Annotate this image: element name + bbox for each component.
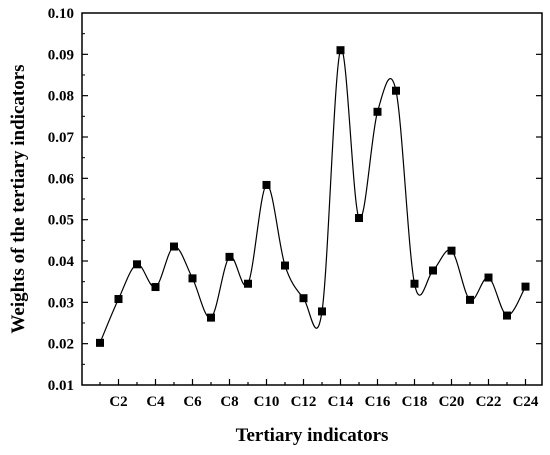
data-point-marker	[392, 86, 400, 95]
data-point-marker	[447, 246, 456, 255]
data-point-marker	[262, 180, 271, 189]
data-point-marker	[429, 266, 437, 275]
x-tick-label: C8	[220, 394, 238, 410]
data-point-marker	[299, 294, 308, 303]
y-tick-label: 0.08	[48, 89, 74, 105]
y-tick-label: 0.03	[48, 295, 74, 311]
x-axis-title: Tertiary indicators	[236, 425, 389, 446]
y-tick-label: 0.04	[48, 254, 75, 270]
plot-frame	[81, 12, 543, 386]
data-point-marker	[466, 295, 474, 304]
data-point-marker	[503, 311, 511, 320]
x-tick-label: C20	[439, 394, 465, 410]
data-point-marker	[373, 107, 382, 116]
data-point-marker	[96, 338, 104, 347]
y-tick-label: 0.01	[48, 378, 74, 394]
x-tick-label: C4	[146, 394, 165, 410]
data-point-marker	[151, 283, 160, 292]
x-tick-label: C22	[476, 394, 502, 410]
x-tick-label: C6	[183, 394, 202, 410]
y-axis-title: Weights of the tertiary indicators	[8, 64, 29, 333]
series-markers	[96, 46, 530, 347]
data-point-marker	[133, 260, 141, 269]
x-tick-label: C16	[365, 394, 391, 410]
data-point-marker	[244, 279, 252, 288]
data-point-marker	[114, 295, 123, 304]
x-tick-label: C10	[254, 394, 280, 410]
x-axis-ticks: C2 C4 C6 C8 C10 C12 C14 C16 C18 C20 C22 C24	[99, 379, 539, 410]
data-point-marker	[188, 274, 197, 283]
data-point-marker	[225, 252, 234, 261]
data-point-marker	[281, 261, 289, 270]
data-point-marker	[355, 214, 363, 223]
x-tick-label: C2	[109, 394, 127, 410]
x-tick-label: C14	[328, 394, 354, 410]
data-point-marker	[318, 307, 326, 316]
x-tick-label: C12	[291, 394, 317, 410]
x-tick-label: C18	[402, 394, 428, 410]
y-tick-label: 0.05	[48, 213, 74, 229]
series-line	[99, 48, 527, 344]
y-tick-label: 0.06	[48, 171, 75, 187]
y-axis-ticks: 0.01 0.02 0.03 0.04 0.05 0.06 0.07 0.08 0.09 0.10	[48, 6, 542, 394]
y-tick-label: 0.10	[48, 6, 74, 22]
x-tick-label: C24	[513, 394, 539, 410]
data-point-marker	[336, 46, 345, 55]
data-point-marker	[170, 242, 178, 251]
y-tick-label: 0.02	[48, 337, 74, 353]
y-tick-label: 0.07	[48, 130, 75, 146]
data-point-marker	[521, 282, 530, 291]
y-tick-label: 0.09	[48, 47, 74, 63]
data-point-marker	[484, 273, 493, 282]
data-point-marker	[207, 313, 215, 322]
data-point-marker	[410, 279, 419, 288]
